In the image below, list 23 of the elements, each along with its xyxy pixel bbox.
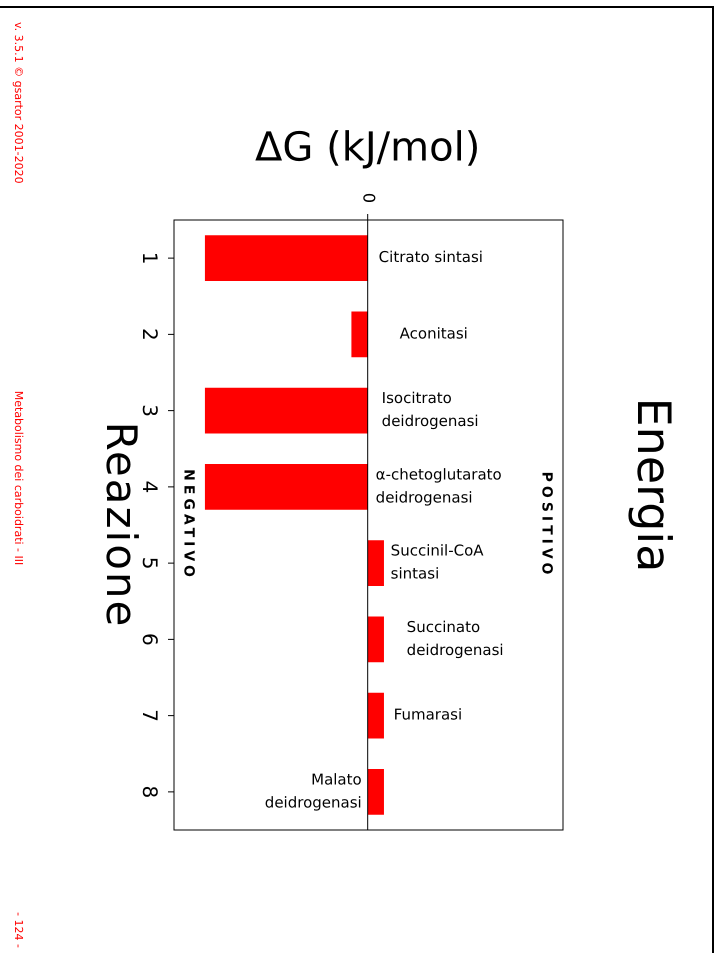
annotation: Isocitrato deidrogenasi: [382, 389, 479, 430]
text: 0: [360, 192, 379, 204]
text: - 124 -: [12, 912, 26, 948]
y-tick-label: 7: [138, 709, 162, 722]
y-tick-label: 1: [138, 252, 162, 264]
text: Fumarasi: [394, 706, 462, 724]
text: Metabolismo dei carboidrati - III: [12, 390, 26, 566]
y-tick-label: 6: [138, 633, 162, 646]
chart-title: ΔG (kJ/mol): [255, 124, 480, 170]
text: NEGATIVO: [180, 469, 196, 581]
annotation: α-chetoglutarato deidrogenasi: [376, 465, 502, 506]
y-tick-label: 8: [138, 786, 162, 798]
y-tick-label: 3: [138, 404, 162, 417]
text: Aconitasi: [400, 324, 468, 342]
text: Succinil-CoA sintasi: [390, 542, 484, 583]
y-tick-label: 4: [138, 480, 162, 494]
annotation: Malato deidrogenasi: [264, 770, 362, 812]
text: v. 3.5.1 © gsartor 2001-2020: [12, 22, 26, 184]
text: Succinato deidrogenasi: [406, 618, 504, 659]
y-tick-label: 2: [138, 328, 162, 341]
annotation: Citrato sintasi: [378, 248, 483, 266]
text: Energia: [627, 398, 682, 572]
text: POSITIVO: [538, 472, 554, 578]
